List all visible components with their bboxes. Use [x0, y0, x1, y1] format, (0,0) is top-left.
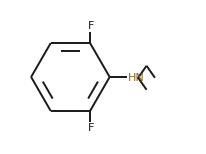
Text: F: F [87, 21, 94, 31]
Text: F: F [87, 123, 94, 133]
Text: HN: HN [128, 73, 144, 83]
